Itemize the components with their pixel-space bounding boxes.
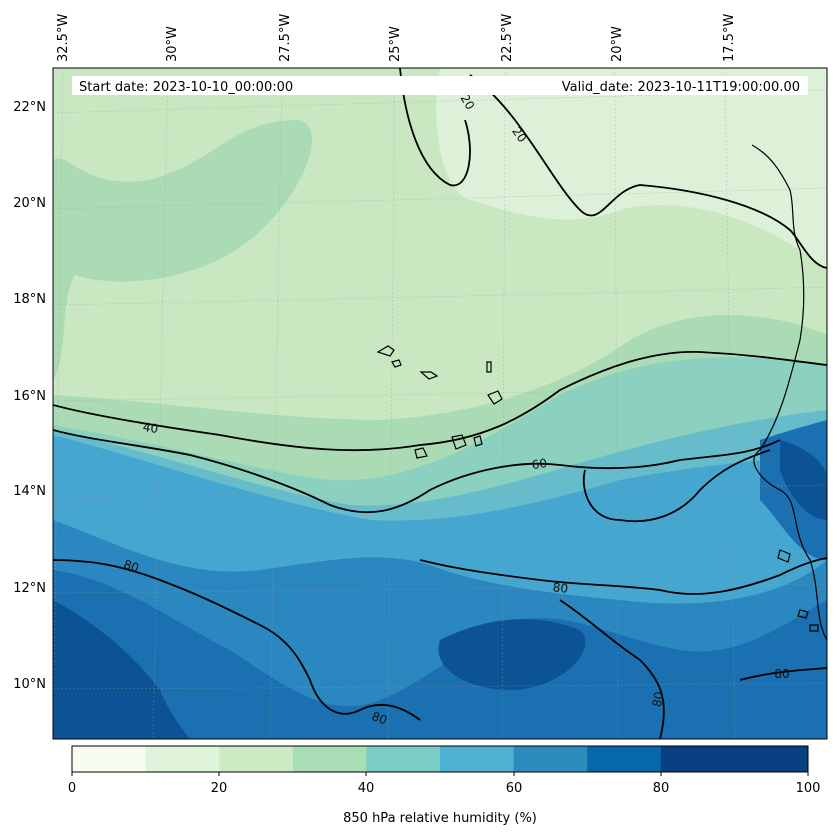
colorbar-tick-label: 0 [68, 781, 76, 796]
header-box [72, 76, 808, 95]
map-panel: 20 20 40 60 80 80 80 80 80 Start date: 2… [53, 68, 827, 739]
valid-date-text: Valid_date: 2023-10-11T19:00:00.00 [562, 80, 800, 95]
colorbar-frame [71, 745, 809, 773]
rh-band-90-100-east [780, 440, 827, 520]
contour-label: 80 [370, 709, 389, 727]
lon-label: 17.5°W [722, 14, 737, 62]
contour-label: 80 [774, 667, 789, 681]
colorbar-swatch [513, 746, 588, 772]
cape-verde-island-7 [414, 447, 428, 459]
contour-40 [53, 351, 827, 452]
cape-verde-island-3 [419, 371, 439, 380]
lon-label: 20°W [610, 26, 625, 62]
cape-verde-island-1 [376, 345, 395, 357]
contour-label: 60 [531, 456, 548, 472]
contour-lines [53, 68, 827, 739]
lon-label: 30°W [165, 26, 180, 62]
contour-60 [582, 449, 771, 523]
contour-label: 80 [122, 557, 141, 575]
colorbar-tick-label: 60 [506, 781, 523, 796]
colorbar-swatch [440, 746, 515, 772]
rh-band-30-40 [53, 120, 312, 380]
lat-label: 22°N [13, 100, 46, 115]
contour-80-mid [419, 557, 827, 595]
start-date-text: Start date: 2023-10-10_00:00:00 [79, 80, 293, 95]
contour-20-west [399, 68, 471, 187]
lat-label: 16°N [13, 389, 46, 404]
lon-label: 25°W [388, 26, 403, 62]
colorbar-swatch [587, 746, 662, 772]
lon-label: 22.5°W [500, 14, 515, 62]
contour-40-lower [53, 429, 781, 514]
colorbar: 0 20 40 60 80 100 850 hPa relative humid… [68, 745, 821, 826]
cape-verde-island-6 [451, 434, 467, 450]
contour-80-west [53, 559, 421, 721]
lat-label: 12°N [13, 581, 46, 596]
lon-label: 27.5°W [278, 14, 293, 62]
cape-verde-island-5 [487, 390, 503, 405]
lon-label: 32.5°W [56, 14, 71, 62]
latitude-labels: 22°N 20°N 18°N 16°N 14°N 12°N 10°N [13, 100, 46, 692]
colorbar-swatch [72, 746, 147, 772]
rh-band-90-100 [53, 600, 190, 739]
african-coastline [751, 144, 827, 641]
colorbar-tick-label: 80 [653, 781, 670, 796]
contour-80-east [739, 667, 827, 681]
colorbar-tick-label: 100 [796, 781, 821, 796]
cape-verde-island-8 [473, 435, 483, 447]
colorbar-swatch [660, 746, 735, 772]
lat-label: 18°N [13, 292, 46, 307]
contour-label: 40 [142, 420, 159, 436]
contour-label: 20 [458, 92, 478, 112]
lat-label: 14°N [13, 484, 46, 499]
colorbar-swatch [366, 746, 441, 772]
contour-20-east [469, 74, 827, 269]
cape-verde-island-2 [391, 359, 402, 368]
colorbar-swatch [219, 746, 294, 772]
contour-80-south [559, 599, 665, 739]
map-frame [52, 67, 828, 740]
longitude-labels: 32.5°W 30°W 27.5°W 25°W 22.5°W 20°W 17.5… [56, 14, 737, 62]
coastline [376, 144, 827, 641]
colorbar-tick-label: 20 [211, 781, 228, 796]
colorbar-swatches [72, 746, 809, 772]
colorbar-ticks: 0 20 40 60 80 100 [68, 772, 821, 796]
colorbar-swatch [145, 746, 220, 772]
colorbar-label: 850 hPa relative humidity (%) [343, 811, 537, 826]
bijagos-islands [777, 549, 819, 632]
rh-band-80-90 [53, 570, 827, 739]
cape-verde-island-4 [486, 361, 492, 373]
colorbar-tick-label: 40 [358, 781, 375, 796]
lat-label: 20°N [13, 196, 46, 211]
lat-label: 10°N [13, 677, 46, 692]
colorbar-swatch [292, 746, 367, 772]
colorbar-swatch [734, 746, 809, 772]
contour-label: 80 [552, 580, 569, 596]
contour-label: 80 [650, 691, 666, 708]
rh-band-90-100-mid [438, 619, 586, 690]
